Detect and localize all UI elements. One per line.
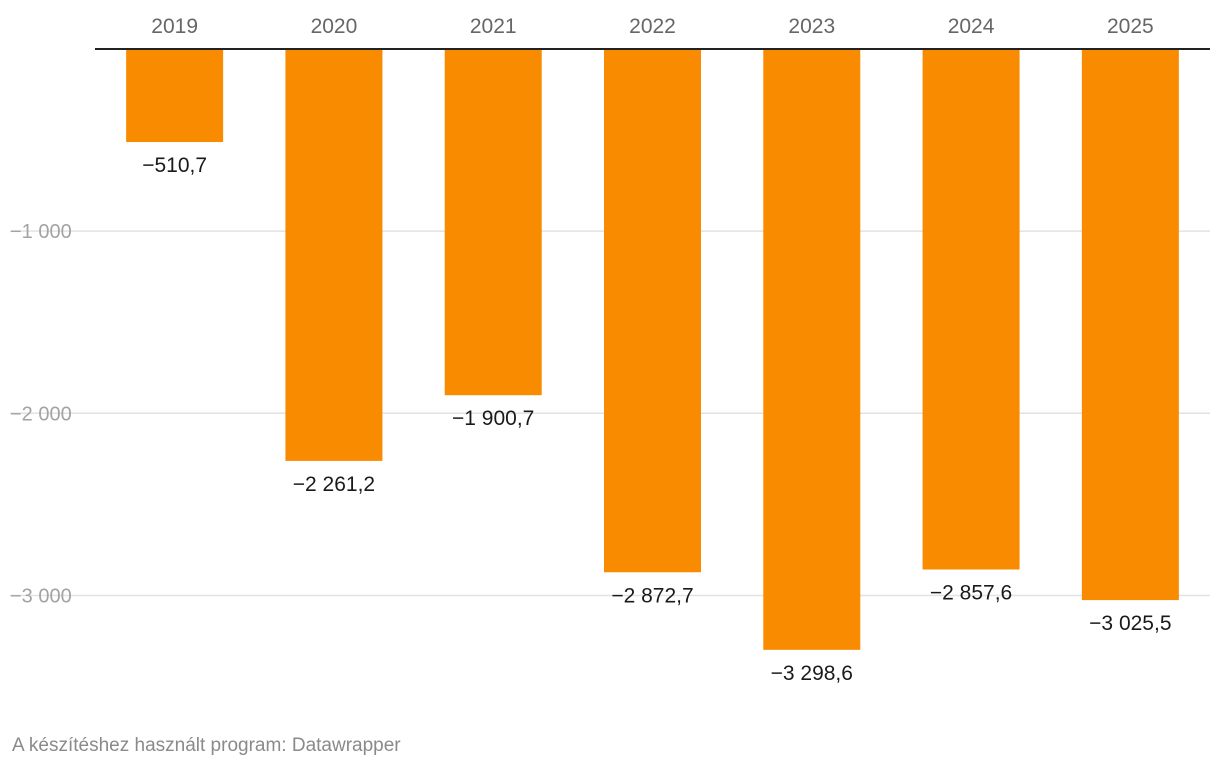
x-tick-label: 2019: [151, 15, 198, 38]
bar-value-label: −3 298,6: [771, 662, 853, 685]
bars: [126, 49, 1179, 650]
x-axis: 2019 2020 2021 2022 2023 2024 2025: [95, 15, 1210, 50]
bar: [285, 49, 383, 461]
y-tick-label: −1 000: [10, 221, 72, 243]
bar: [126, 49, 224, 143]
bar: [604, 49, 701, 573]
bar-value-label: −3 025,5: [1089, 612, 1171, 635]
x-tick-label: 2023: [788, 15, 835, 38]
y-tick-label: −3 000: [10, 585, 72, 607]
y-tick-label: −2 000: [10, 403, 72, 425]
x-tick-label: 2024: [948, 15, 995, 38]
x-tick-label: 2021: [470, 15, 517, 38]
bar: [922, 49, 1020, 570]
x-tick-label: 2025: [1107, 15, 1154, 38]
bar-value-label: −510,7: [142, 154, 207, 177]
bar: [763, 49, 861, 650]
x-tick-label: 2020: [311, 15, 358, 38]
bar-value-label: −1 900,7: [452, 407, 534, 430]
bar-chart: −1 000−2 000−3 000 2019 2020 2021 2022 2023 2…: [10, 15, 1210, 685]
bar: [444, 49, 542, 396]
bar-value-label: −2 857,6: [930, 582, 1012, 605]
value-labels: −510,7 −2 261,2 −1 900,7 −2 872,7 −3 298,6 −2…: [142, 154, 1171, 685]
x-tick-label: 2022: [629, 15, 676, 38]
bar-value-label: −2 261,2: [293, 473, 375, 496]
bar: [1081, 49, 1179, 601]
bar-value-label: −2 872,7: [611, 584, 693, 607]
credit-text: A készítéshez használt program: Datawrap…: [12, 735, 401, 756]
